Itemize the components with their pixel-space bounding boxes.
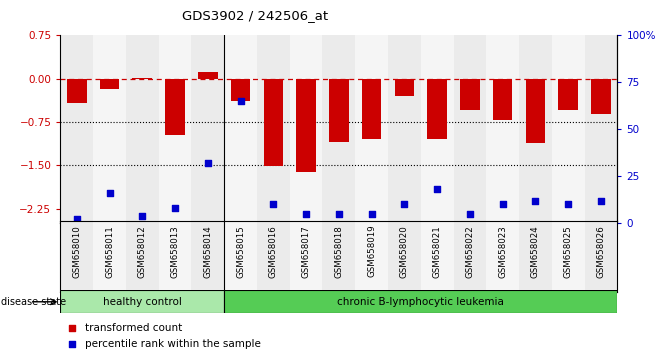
Bar [323,221,355,292]
Text: GSM658026: GSM658026 [597,225,605,278]
Point [464,211,475,217]
Bar [519,221,552,292]
Text: GSM658021: GSM658021 [433,225,442,278]
Bar [297,79,316,172]
Point [596,198,607,203]
Bar [558,79,578,110]
Text: GSM658010: GSM658010 [72,225,81,278]
Text: GSM658011: GSM658011 [105,225,114,278]
Text: GSM658024: GSM658024 [531,225,540,278]
Bar [231,79,250,101]
Bar [421,35,454,223]
Bar [191,35,224,223]
Bar [486,221,519,292]
Bar [519,35,552,223]
Bar [100,79,119,89]
Point [104,190,115,196]
Point [137,213,148,218]
Bar [224,35,257,223]
Bar [93,221,126,292]
Bar [584,221,617,292]
Text: GSM658019: GSM658019 [367,225,376,278]
Bar [355,221,388,292]
Bar [60,290,224,313]
Bar [126,35,158,223]
Text: GSM658017: GSM658017 [301,225,311,278]
Point [563,201,574,207]
Bar [257,35,290,223]
Bar [552,221,584,292]
Bar [388,221,421,292]
Bar [257,221,290,292]
Bar [460,79,480,110]
Bar [165,79,185,135]
Bar [584,35,617,223]
Bar [323,35,355,223]
Bar [93,35,126,223]
Text: GSM658020: GSM658020 [400,225,409,278]
Bar [198,72,217,79]
Point [435,274,446,279]
Text: healthy control: healthy control [103,297,182,307]
Text: GSM658012: GSM658012 [138,225,147,278]
Bar [60,221,93,292]
Bar [224,290,617,313]
Text: GDS3902 / 242506_at: GDS3902 / 242506_at [182,9,328,22]
Bar [421,221,454,292]
Point [203,160,213,166]
Point [530,198,541,203]
Text: GSM658016: GSM658016 [269,225,278,278]
Bar [525,79,546,143]
Bar [224,221,257,292]
Point [333,211,344,217]
Point [366,211,377,217]
Bar [290,35,323,223]
Point [497,201,508,207]
Point [268,201,278,207]
Text: transformed count: transformed count [85,323,183,333]
Bar [395,79,414,96]
Point [301,211,311,217]
Point [399,201,410,207]
Text: GSM658025: GSM658025 [564,225,572,278]
Bar [191,221,224,292]
Text: GSM658013: GSM658013 [170,225,180,278]
Bar [355,35,388,223]
Point [71,216,82,222]
Point [236,98,246,104]
Point [170,205,180,211]
Bar [67,79,87,103]
Text: GSM658015: GSM658015 [236,225,245,278]
Bar [486,35,519,223]
Bar [493,79,513,120]
Bar [552,35,584,223]
Bar [290,221,323,292]
Point [435,129,446,135]
Text: percentile rank within the sample: percentile rank within the sample [85,339,261,349]
Bar [454,35,486,223]
Text: chronic B-lymphocytic leukemia: chronic B-lymphocytic leukemia [338,297,504,307]
Text: GSM658018: GSM658018 [334,225,344,278]
Text: disease state: disease state [1,297,66,307]
Bar [158,221,191,292]
Bar [362,79,381,139]
Text: GSM658014: GSM658014 [203,225,212,278]
Bar [591,79,611,114]
Bar [329,79,349,142]
Text: GSM658022: GSM658022 [466,225,474,278]
Bar [454,221,486,292]
Text: GSM658023: GSM658023 [498,225,507,278]
Bar [126,221,158,292]
Bar [158,35,191,223]
Point [431,187,442,192]
Bar [264,79,283,166]
Bar [427,79,447,139]
Bar [132,78,152,79]
Bar [60,35,93,223]
Bar [388,35,421,223]
